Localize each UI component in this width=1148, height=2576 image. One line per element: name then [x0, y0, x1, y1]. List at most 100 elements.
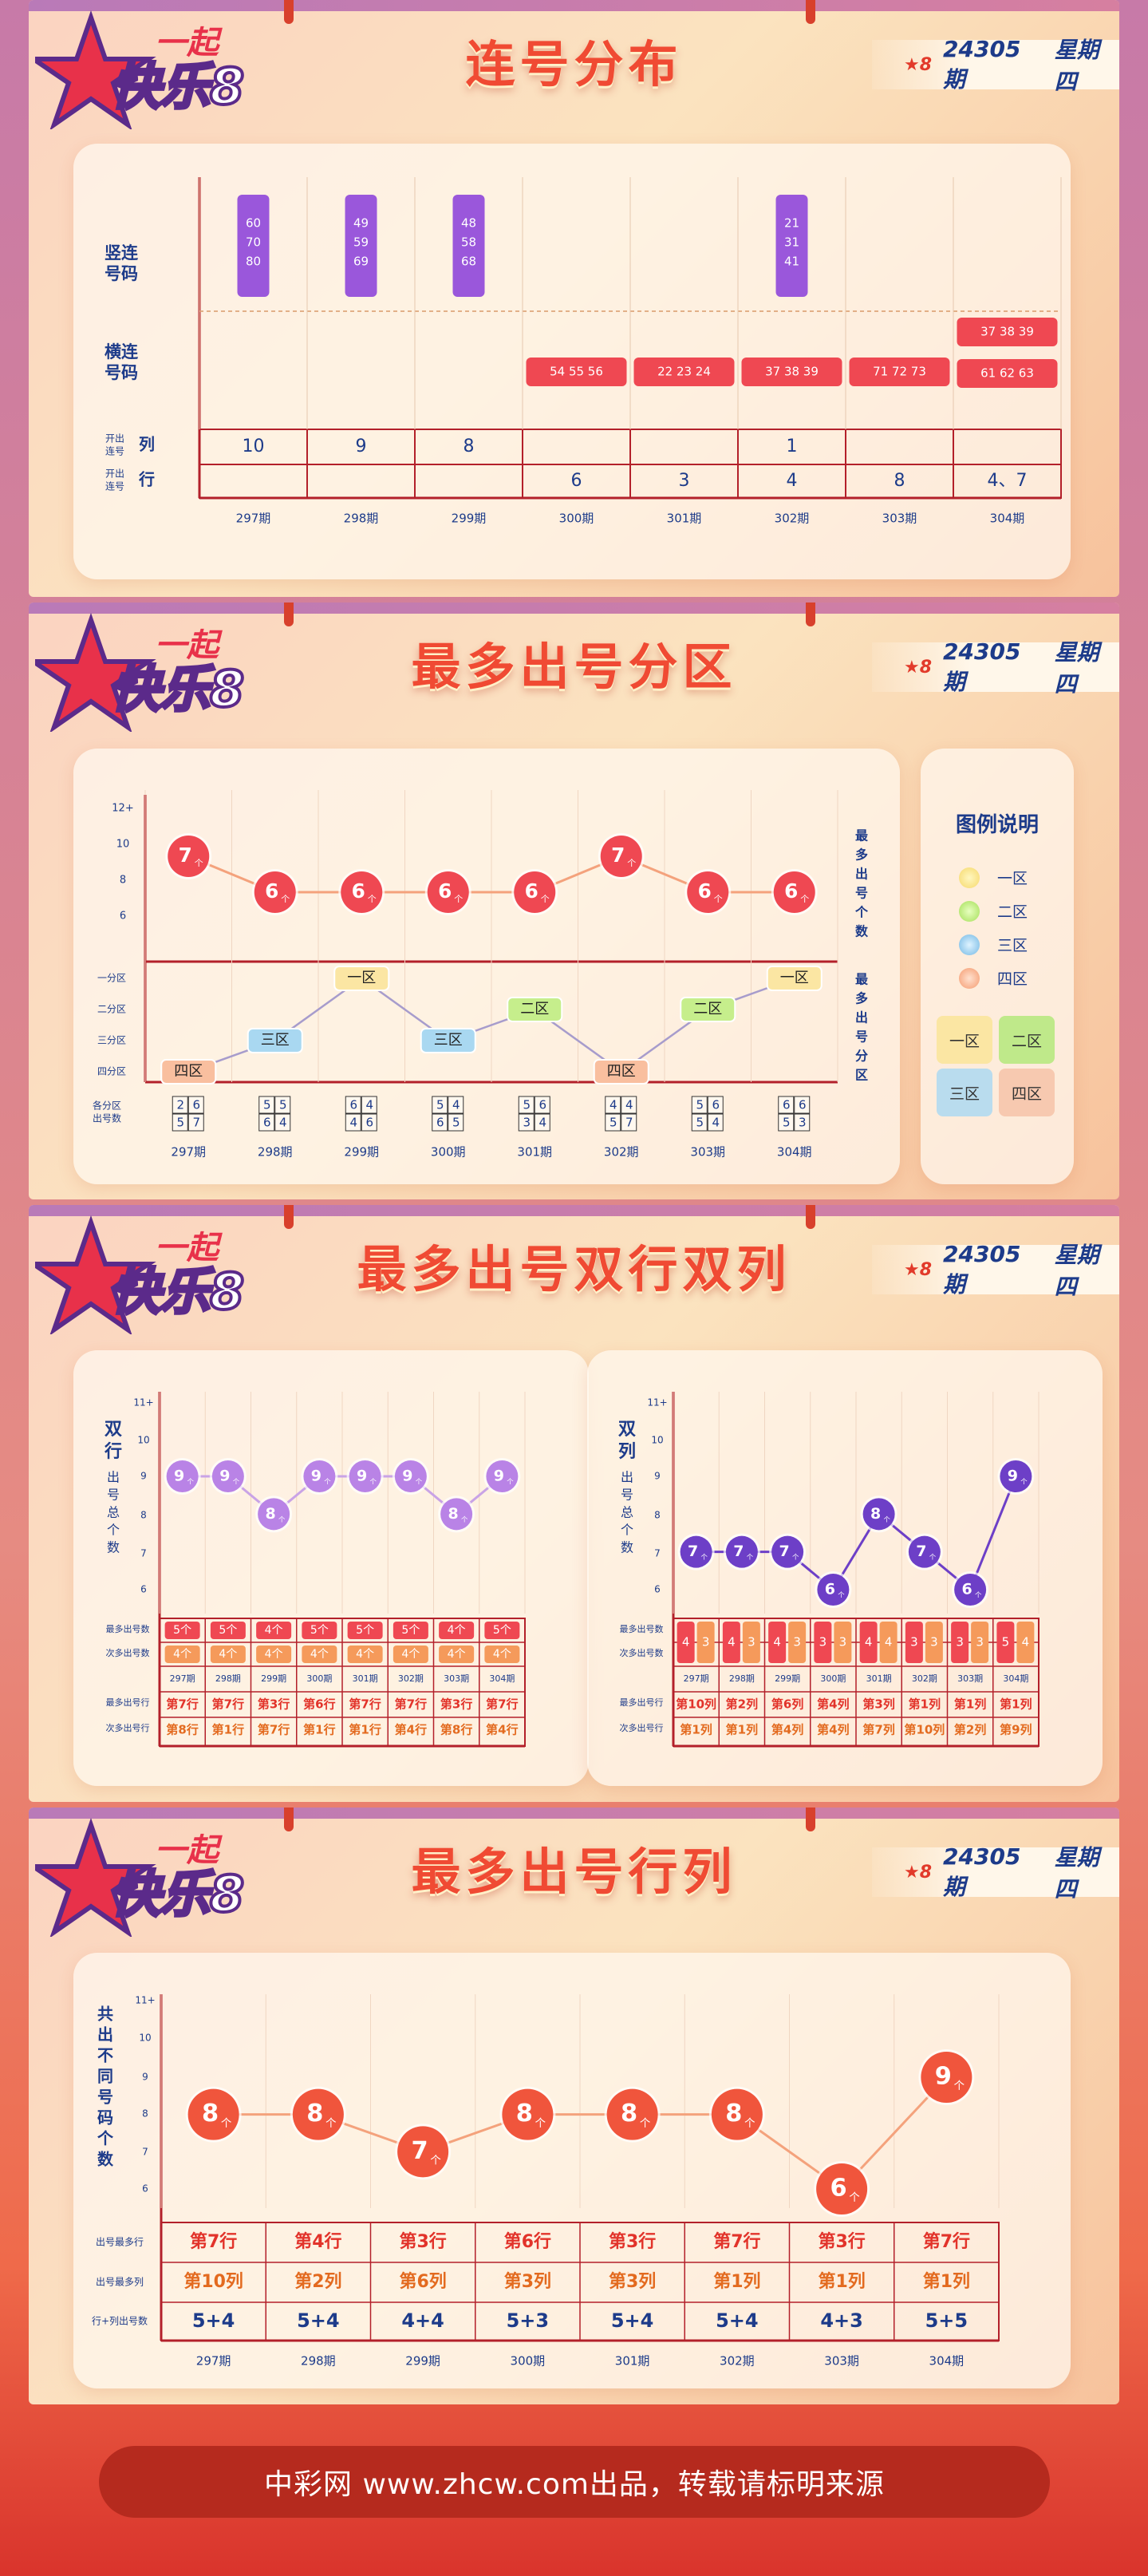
- section-double-rows-cols: 一起 快乐8 最多出号双行双列 ★8 24305期 星期四 11+ 10 9 8 7 6 双…: [29, 1205, 1119, 1802]
- zone-count-cell: [448, 1113, 464, 1132]
- zone-value: 二区: [520, 1001, 549, 1017]
- quad-zone3: 三区: [937, 1069, 992, 1116]
- y-tick: 11+: [133, 1397, 153, 1409]
- vertical-number: 59: [353, 235, 369, 250]
- value-point: [187, 2088, 239, 2140]
- second-count-badge: [302, 1646, 337, 1663]
- vertical-number: 31: [784, 235, 799, 250]
- most-col-value: 第10列: [676, 1697, 716, 1712]
- count-value: 4: [865, 1635, 873, 1650]
- issue-label: 297期: [170, 1673, 195, 1684]
- most-col-value: 第3列: [609, 2271, 656, 2292]
- zone4-dot-icon: [959, 967, 980, 989]
- zone-count-cell: [258, 1113, 275, 1132]
- issue-label: 298期: [258, 1145, 293, 1160]
- y-tick: 6: [120, 911, 126, 923]
- value-point: [817, 1574, 850, 1606]
- count-point-unit: 个: [454, 894, 463, 904]
- vertical-number: 69: [353, 255, 369, 269]
- second-row-value: 第1行: [212, 1723, 244, 1737]
- zone-count-cell: [187, 1113, 204, 1132]
- value-point-value: 8: [870, 1505, 881, 1523]
- zone-count-label: 出号数: [93, 1112, 121, 1124]
- issue-number: 24305期: [943, 1240, 1021, 1298]
- axis-title: 号: [855, 1029, 868, 1045]
- axis-title: 数: [97, 2150, 114, 2169]
- row-label-horizontal: 横连: [105, 342, 139, 362]
- zone-count-cell: [605, 1096, 621, 1114]
- value-point-value: 8: [725, 2100, 742, 2128]
- most-row-value: 第7行: [486, 1697, 518, 1712]
- value-line: [969, 1476, 1017, 1590]
- count-badge: [925, 1622, 943, 1663]
- horizontal-number: 54 55 56: [550, 365, 603, 379]
- happy8-logo: 一起 快乐8: [35, 612, 246, 732]
- zone-count-cell: [361, 1113, 377, 1132]
- vertical-number: 70: [246, 235, 261, 250]
- axis-title: 总: [107, 1505, 120, 1520]
- issue-label: 302期: [912, 1673, 937, 1684]
- hanging-rope: [284, 0, 294, 24]
- count-badge: [814, 1622, 832, 1663]
- legend-title: 图例说明: [955, 813, 1039, 837]
- second-count-badge: [164, 1646, 200, 1663]
- second-count-value: 4个: [356, 1648, 374, 1661]
- count-value: 3: [910, 1635, 918, 1650]
- zone-count-value: 5: [783, 1116, 791, 1130]
- count-badge: [996, 1622, 1015, 1663]
- zone-tag: [593, 1059, 649, 1085]
- issue-label: 304期: [777, 1145, 812, 1160]
- horizontal-number: 37 38 39: [980, 325, 1034, 339]
- value-point-unit: 个: [792, 1553, 799, 1561]
- horizontal-number: 22 23 24: [657, 365, 711, 379]
- axis-title: 号: [855, 886, 868, 901]
- second-count-badge: [439, 1646, 475, 1663]
- zone-count-cell: [621, 1113, 637, 1132]
- vertical-number: 60: [246, 216, 261, 231]
- zone-count-value: 7: [192, 1116, 200, 1130]
- zone-tag: [507, 997, 563, 1022]
- count-value: 3: [839, 1635, 847, 1650]
- zone-value: 三区: [434, 1032, 463, 1049]
- issue-label: 303期: [957, 1673, 983, 1684]
- zone2-dot-icon: [959, 900, 980, 922]
- horizontal-consecutive-bar: [957, 359, 1058, 388]
- weekday: 星期四: [1054, 1844, 1099, 1902]
- most-col-value: 第1列: [818, 2271, 865, 2292]
- zone-count-value: 3: [799, 1116, 807, 1130]
- most-row-value: 第3行: [440, 1697, 472, 1712]
- most-count-badge: [439, 1622, 475, 1639]
- value-point: [1000, 1460, 1032, 1492]
- col-count-value: 1: [787, 437, 798, 456]
- svg-text:一起: 一起: [155, 627, 223, 664]
- zone-tag: [333, 966, 390, 991]
- most-row-value: 第3行: [399, 2231, 446, 2252]
- issue-label: 302期: [720, 2354, 755, 2369]
- value-point-value: 9: [174, 1468, 184, 1485]
- issue-number: 24305期: [943, 35, 1021, 93]
- hanging-rope: [806, 603, 815, 626]
- zone-count-cell: [605, 1113, 621, 1132]
- issue-number: 24305期: [943, 638, 1021, 695]
- second-count-badge: [484, 1646, 520, 1663]
- axis-title: 多: [855, 847, 868, 863]
- most-col-value: 第1列: [923, 2271, 970, 2292]
- y-tick: 6: [142, 2183, 148, 2195]
- legend-item: 一区: [959, 867, 1028, 888]
- count-point-value: 6: [265, 879, 278, 903]
- vertical-number: 68: [461, 255, 476, 269]
- y-tick: 10: [116, 839, 130, 851]
- weekday: 星期四: [1054, 1242, 1099, 1300]
- sum-value: 5+3: [507, 2309, 550, 2332]
- svg-text:快乐8: 快乐8: [111, 1865, 244, 1923]
- value-point: [349, 1460, 381, 1492]
- col-count-value: 10: [243, 437, 265, 456]
- zone-tick: 四分区: [97, 1066, 126, 1077]
- count-point: [254, 871, 296, 913]
- zone-count-value: 3: [523, 1116, 531, 1130]
- double-rows-card: 11+ 10 9 8 7 6 双行出号总个数 9 个 9 个 8 个 9 个 9 个 9 个 8 个 9 个最多出号数 次多出…: [73, 1350, 589, 1786]
- y-tick: 6: [140, 1584, 147, 1595]
- zone-value: 四区: [607, 1063, 636, 1080]
- sum-value: 5+4: [297, 2309, 340, 2332]
